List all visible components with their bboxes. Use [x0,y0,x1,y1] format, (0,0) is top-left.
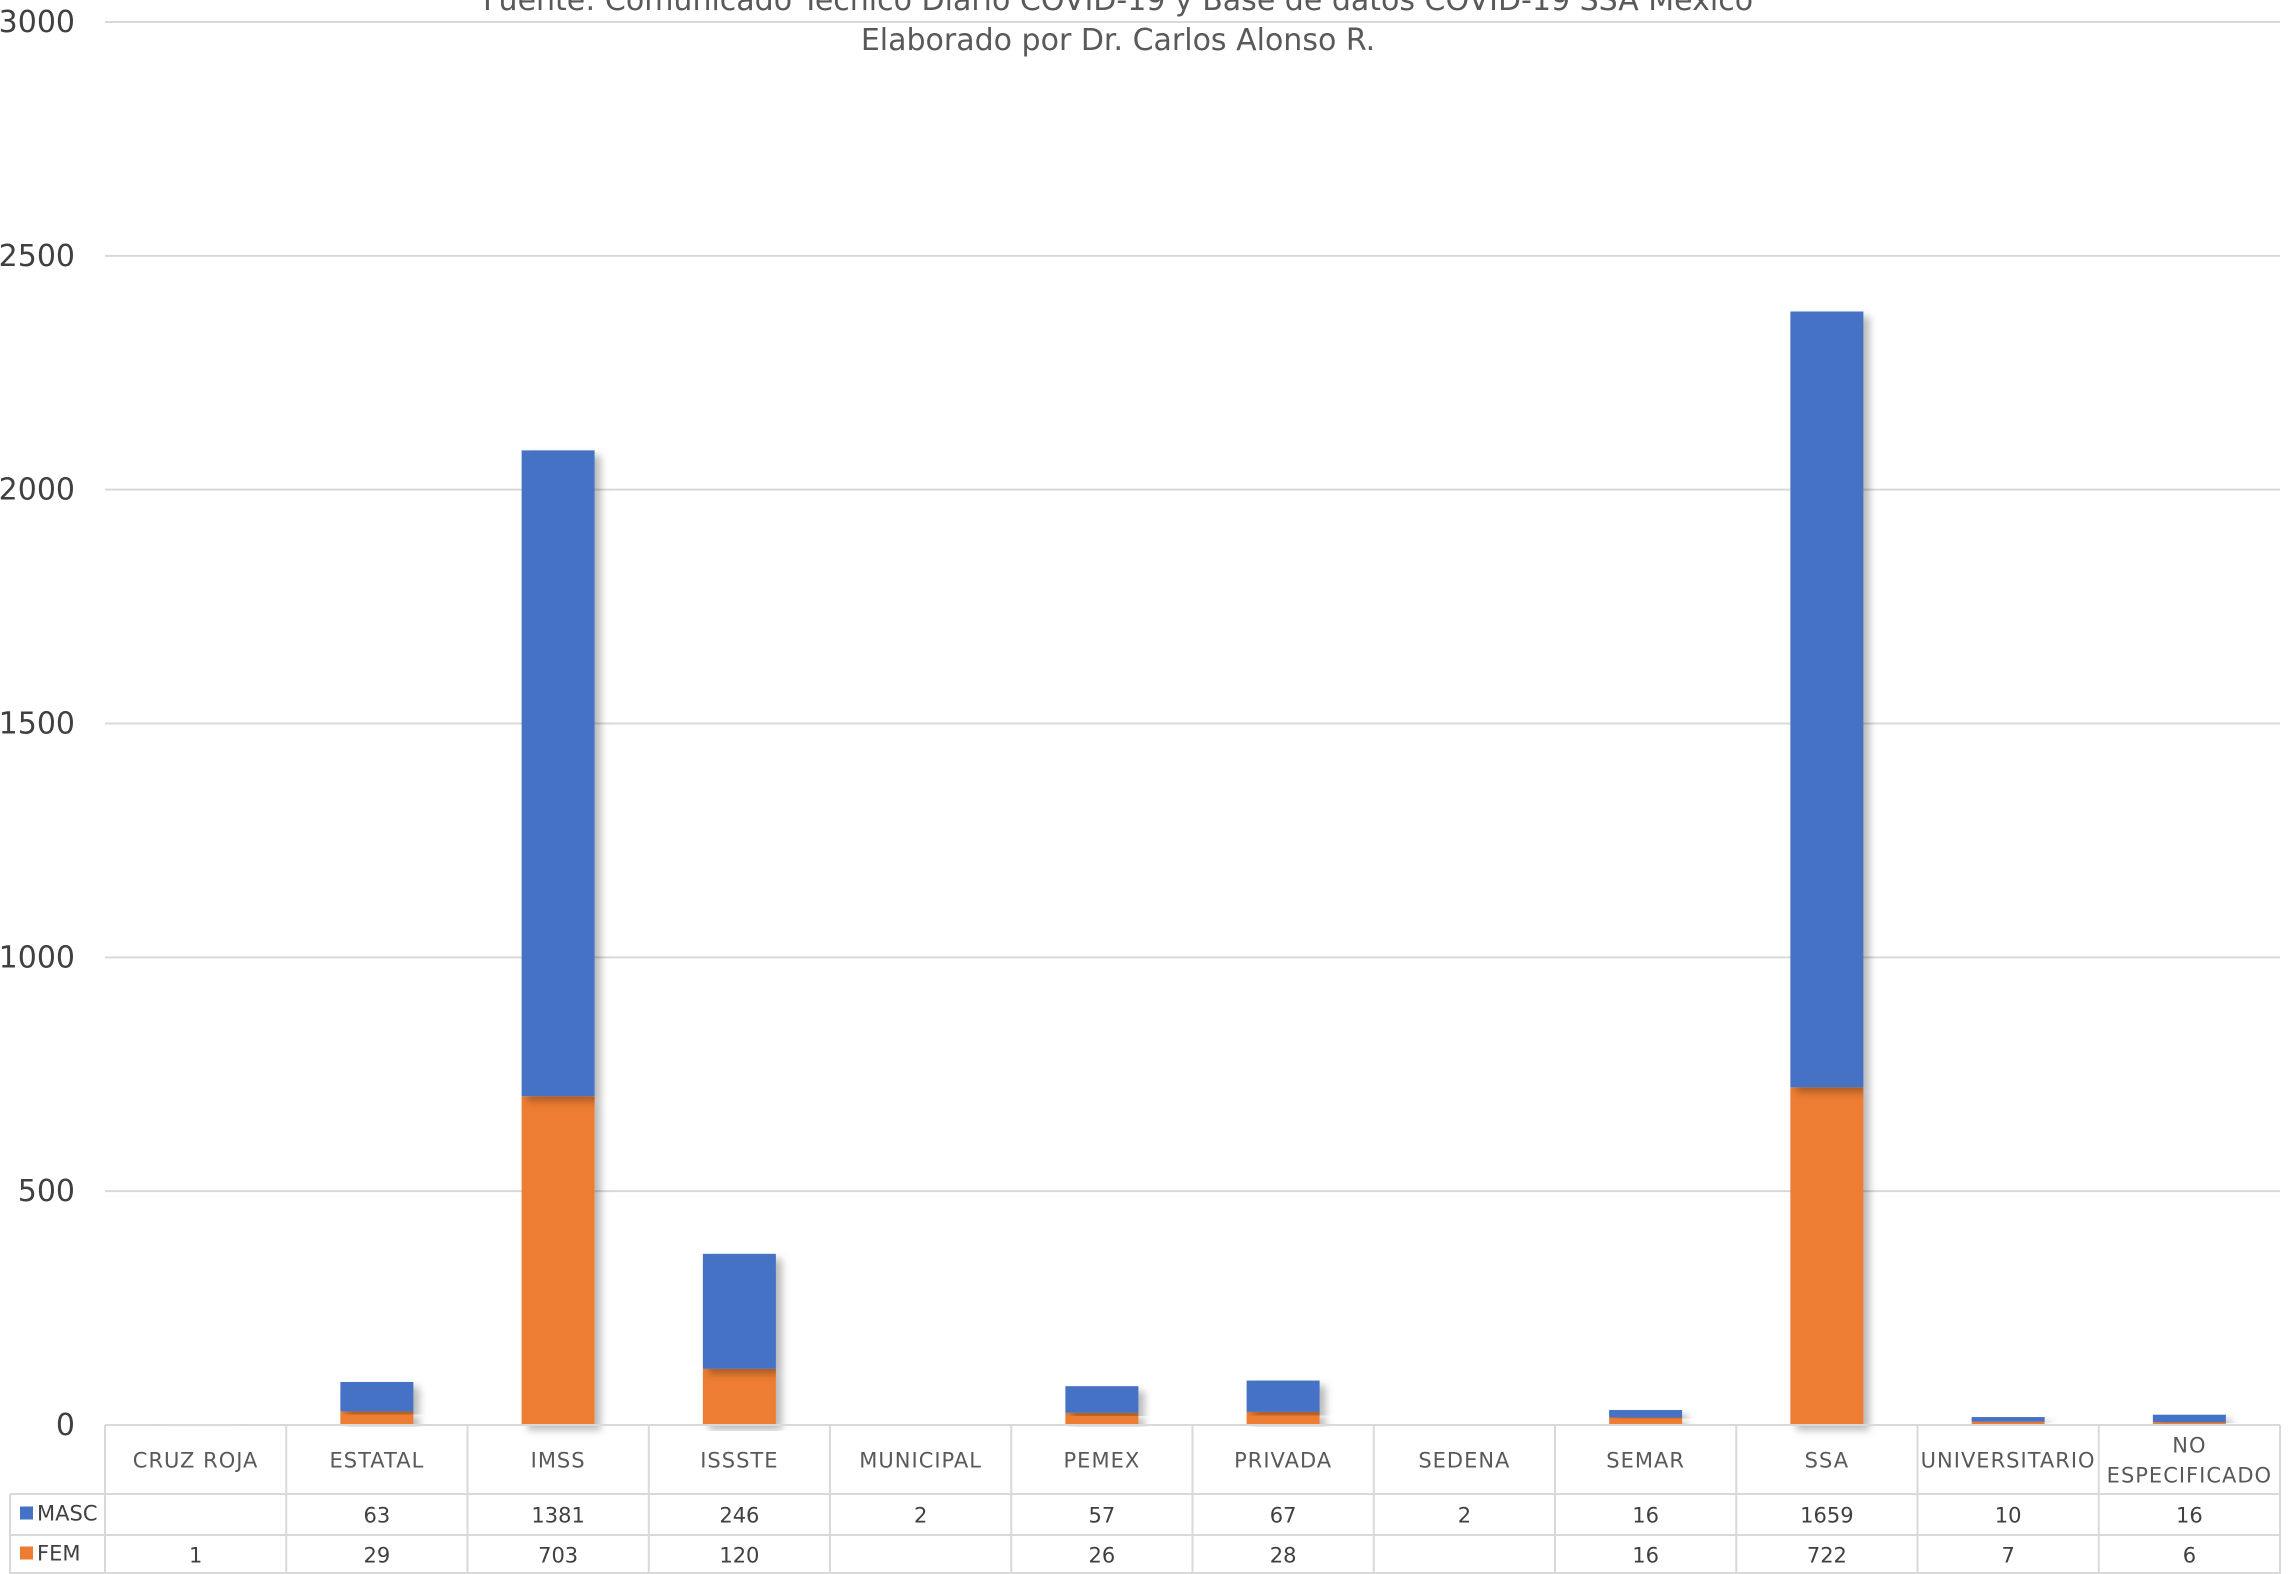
data-label: 120 [719,1544,759,1568]
bar-fem [1609,1417,1683,1425]
x-tick-label: UNIVERSITARIO [1921,1449,2096,1473]
bar-masc [521,450,595,1097]
x-tick-label: ISSSTE [700,1449,778,1473]
bar-fem [702,1368,776,1425]
bar-masc [1609,1410,1683,1418]
data-label: 2 [1458,1504,1471,1528]
y-tick-label: 2500 [0,239,75,274]
gridlines [105,21,2280,1193]
chart-author-line: Elaborado por Dr. Carlos Alonso R. [861,23,1375,58]
data-label: 16 [1632,1544,1659,1568]
data-label: 63 [364,1504,391,1528]
data-label: 7 [2001,1544,2014,1568]
x-tick-label: ESPECIFICADO [2107,1464,2272,1488]
bar-fem [1971,1421,2045,1425]
x-tick-label: SEMAR [1606,1449,1685,1473]
bar-masc [1790,311,1864,1088]
x-tick-label: MUNICIPAL [859,1449,982,1473]
data-label: 2 [914,1504,927,1528]
data-label: 722 [1807,1544,1847,1568]
data-label: 28 [1270,1544,1297,1568]
data-label: 1381 [531,1504,584,1528]
x-tick-label: ESTATAL [329,1449,424,1473]
y-tick-label: 3000 [0,5,75,40]
bar-masc [1065,1386,1139,1413]
bar-masc [1246,1380,1320,1412]
legend-swatch-masc [20,1506,33,1520]
bar-masc [340,1381,414,1412]
y-axis: 0 500 1000 1500 2000 2500 3000 [0,5,75,1443]
legend-label-fem: FEM [37,1542,80,1566]
x-tick-label: IMSS [531,1449,586,1473]
legend-swatch-fem [20,1546,33,1560]
data-label: 57 [1089,1504,1116,1528]
bar-fem [521,1096,595,1425]
y-tick-label: 1500 [0,707,75,742]
data-label: 703 [538,1544,578,1568]
bar-fem [1246,1411,1320,1425]
data-label: 6 [2183,1544,2196,1568]
bar-masc [1971,1417,2045,1422]
x-tick-label: CRUZ ROJA [133,1449,259,1473]
bar-fem [1790,1087,1864,1425]
data-table: CRUZ ROJA ESTATAL IMSS ISSSTE MUNICIPAL PEMEX… [9,1424,2281,1574]
legend-label-masc: MASC [37,1502,97,1526]
chart-subtitle: Fuente: Comunicado Técnico Diario COVID-… [483,0,1753,58]
data-label: 1 [189,1544,202,1568]
data-label: 16 [1632,1504,1659,1528]
y-tick-label: 1000 [0,940,75,975]
bar-fem [1065,1412,1139,1425]
x-tick-label: NO [2172,1434,2206,1458]
bar-area [159,311,2226,1427]
bar-fem [340,1411,414,1425]
y-tick-label: 2000 [0,473,75,508]
data-label: 67 [1270,1504,1297,1528]
data-label: 26 [1089,1544,1116,1568]
bar-fem [2152,1422,2226,1425]
x-tick-label: SSA [1805,1449,1849,1473]
bar-masc [2152,1414,2226,1423]
y-tick-label: 0 [56,1408,75,1443]
data-label: 1659 [1800,1504,1853,1528]
y-tick-label: 500 [18,1174,75,1209]
chart-source-line: Fuente: Comunicado Técnico Diario COVID-… [483,0,1753,18]
bar-masc [702,1253,776,1369]
x-tick-label: PRIVADA [1234,1449,1332,1473]
data-label: 29 [364,1544,391,1568]
x-tick-label: PEMEX [1064,1449,1141,1473]
data-label: 246 [719,1504,759,1528]
x-tick-label: SEDENA [1418,1449,1510,1473]
data-label: 10 [1995,1504,2022,1528]
data-label: 16 [2176,1504,2203,1528]
